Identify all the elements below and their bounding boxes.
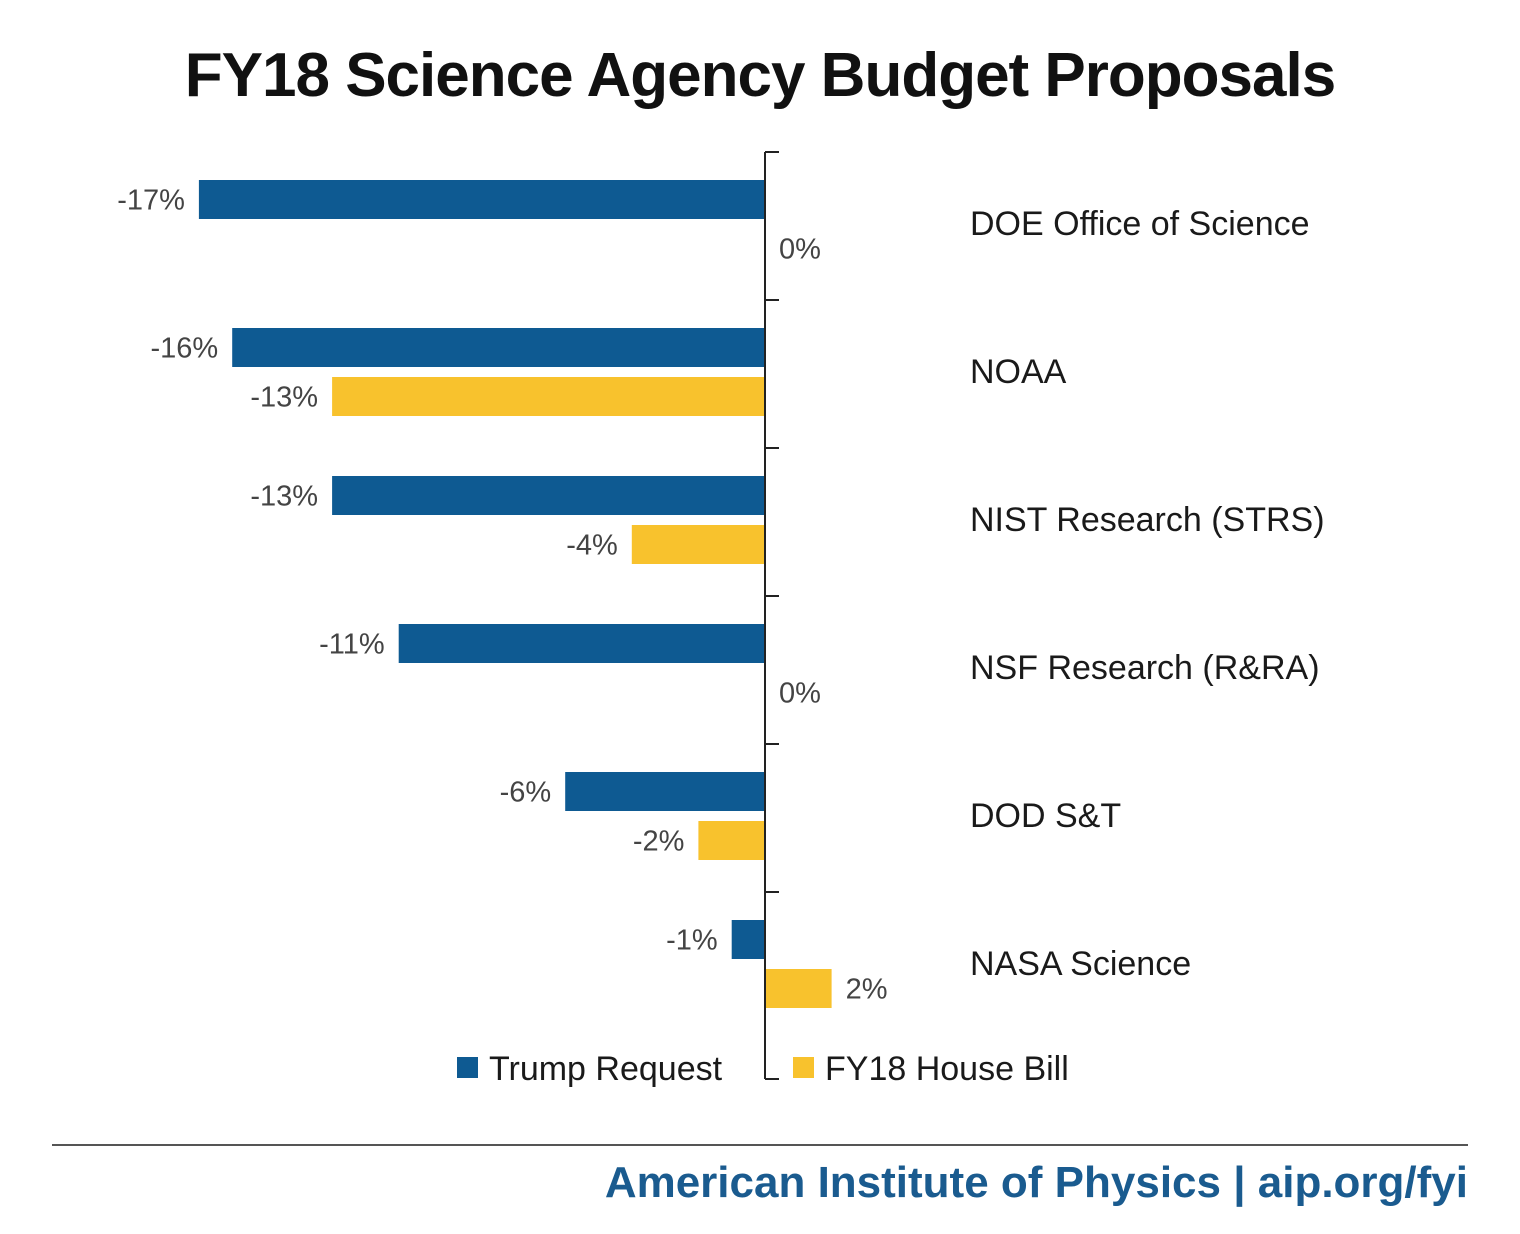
- bar-trump-request-4: [565, 772, 765, 811]
- bar-trump-request-2: [332, 476, 765, 515]
- bar-trump-request-0: [198, 180, 765, 219]
- legend: Trump Request FY18 House Bill: [457, 1050, 1069, 1088]
- category-label-2: NIST Research (STRS): [970, 501, 1325, 539]
- bar-trump-request-3: [398, 624, 765, 663]
- data-label-trump-request-4: -6%: [500, 777, 552, 809]
- data-label-house-bill-5: 2%: [846, 974, 888, 1006]
- data-label-house-bill-1: -13%: [250, 382, 318, 414]
- data-label-trump-request-2: -13%: [250, 481, 318, 513]
- data-label-trump-request-1: -16%: [150, 333, 218, 365]
- category-label-5: NASA Science: [970, 945, 1191, 983]
- bar-house-bill-2: [631, 525, 765, 564]
- bars-layer: [198, 180, 832, 1008]
- legend-trump-request-swatch: [457, 1057, 478, 1078]
- category-label-1: NOAA: [970, 353, 1067, 391]
- axis-layer: [764, 151, 779, 1080]
- labels-layer: -17% -16% -13% -11% -6% -1% 0% -13% -4% 0% -2% 2% DO…: [117, 185, 1324, 1006]
- legend-house-bill-label: FY18 House Bill: [825, 1050, 1069, 1088]
- chart-title: FY18 Science Agency Budget Proposals: [184, 41, 1336, 110]
- footer-credit: American Institute of Physics | aip.org/…: [604, 1158, 1468, 1207]
- data-label-house-bill-2: -4%: [566, 530, 618, 562]
- bar-trump-request-1: [232, 328, 765, 367]
- category-label-4: DOD S&T: [970, 797, 1121, 835]
- bar-house-bill-1: [332, 377, 765, 416]
- data-label-house-bill-4: -2%: [633, 826, 685, 858]
- bar-house-bill-5: [765, 969, 832, 1008]
- bar-house-bill-4: [698, 821, 765, 860]
- bar-trump-request-5: [731, 920, 765, 959]
- legend-trump-request-label: Trump Request: [489, 1050, 723, 1088]
- data-label-house-bill-0: 0%: [779, 234, 821, 266]
- legend-house-bill-swatch: [793, 1057, 814, 1078]
- data-label-trump-request-0: -17%: [117, 185, 185, 217]
- category-label-0: DOE Office of Science: [970, 205, 1310, 243]
- footer-divider: [52, 1144, 1468, 1146]
- data-label-house-bill-3: 0%: [779, 678, 821, 710]
- data-label-trump-request-5: -1%: [666, 925, 718, 957]
- data-label-trump-request-3: -11%: [319, 629, 385, 661]
- category-label-3: NSF Research (R&RA): [970, 649, 1320, 687]
